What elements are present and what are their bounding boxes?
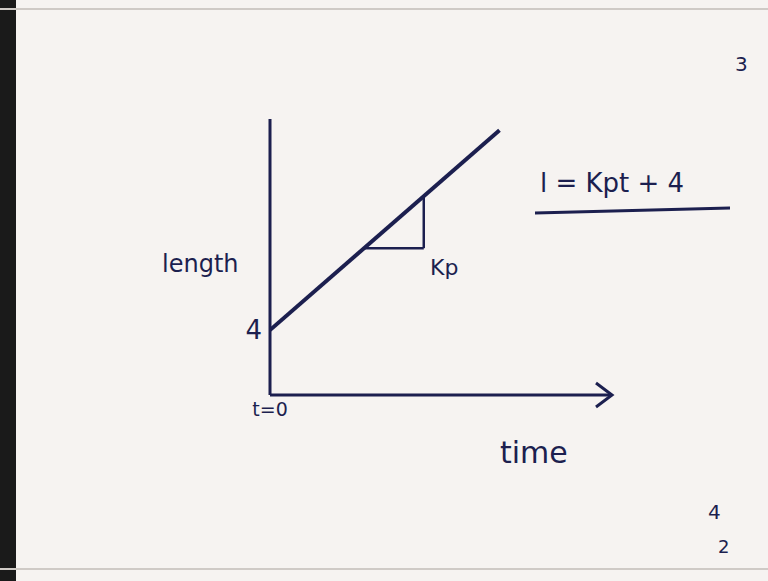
svg-text:4: 4 xyxy=(245,315,262,345)
html-text:2: 2 xyxy=(718,536,730,557)
html-text:4: 4 xyxy=(708,500,721,524)
html-text:time: time xyxy=(500,435,568,470)
html-text:length: length xyxy=(162,250,239,278)
html-text:l = Kpt + 4: l = Kpt + 4 xyxy=(540,168,685,198)
html-text:3: 3 xyxy=(735,52,748,76)
html-text:Kp: Kp xyxy=(430,255,459,280)
svg-text:t=0: t=0 xyxy=(252,398,287,420)
